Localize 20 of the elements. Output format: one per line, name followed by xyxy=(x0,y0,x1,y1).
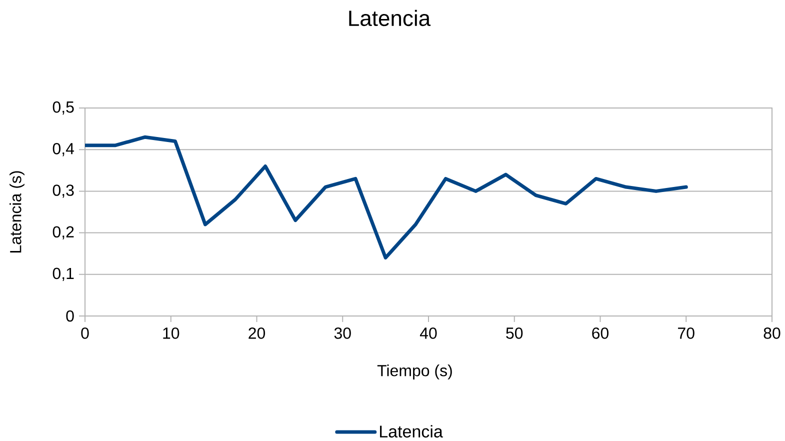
x-tick-label: 50 xyxy=(506,328,523,339)
y-tick-label: 0 xyxy=(66,310,74,322)
x-tick-label: 80 xyxy=(764,328,780,339)
y-tick-label: 0,5 xyxy=(52,101,74,115)
legend-label: Latencia xyxy=(380,425,443,438)
y-tick-label: 0,3 xyxy=(52,184,74,198)
y-tick-label: 0,4 xyxy=(52,142,74,156)
x-tick-label: 20 xyxy=(248,328,266,339)
x-axis-title: Tiempo (s) xyxy=(377,364,452,380)
x-tick-label: 70 xyxy=(678,328,694,339)
x-tick-label: 0 xyxy=(81,328,89,339)
y-axis-title: Latencia (s) xyxy=(10,171,24,252)
line-series xyxy=(85,135,688,260)
chart-title: Latencia xyxy=(349,10,431,26)
x-tick-label: 10 xyxy=(163,328,180,339)
x-tick-label: 40 xyxy=(420,328,437,339)
y-tick-label: 0,1 xyxy=(52,268,74,281)
x-tick-label: 30 xyxy=(334,328,351,339)
y-tick-label: 0,2 xyxy=(52,226,74,240)
x-tick-label: 60 xyxy=(592,328,609,339)
